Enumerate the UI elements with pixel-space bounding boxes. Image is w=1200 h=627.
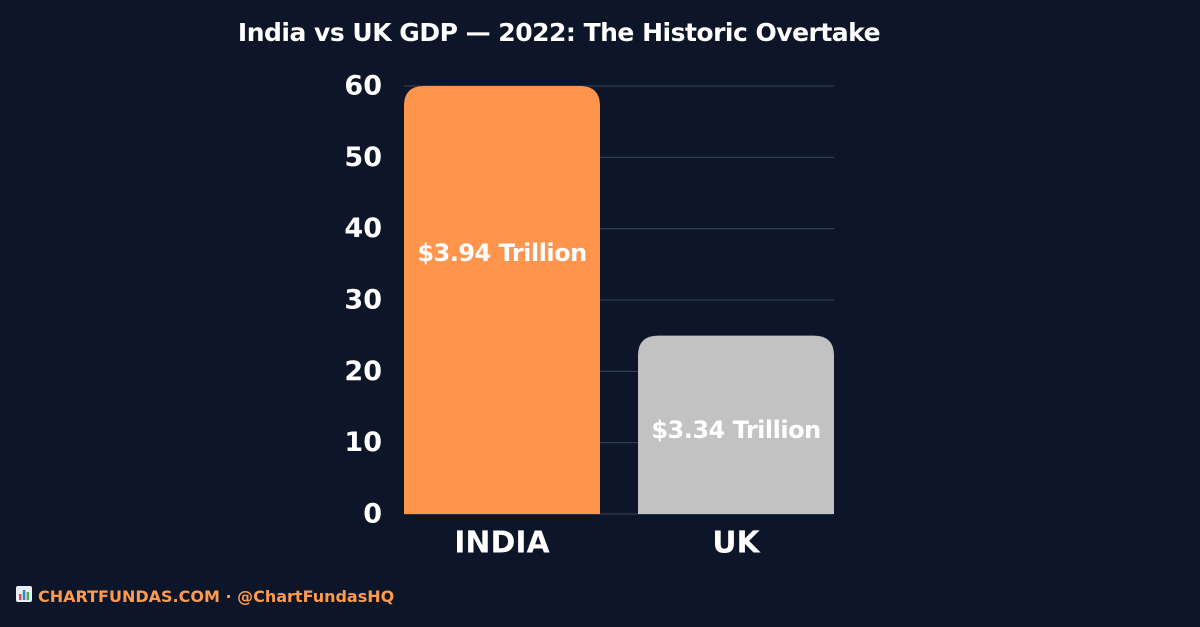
chart-title: India vs UK GDP — 2022: The Historic Ove… [237,18,881,47]
y-tick-label: 10 [344,427,382,458]
footer-credit: CHARTFUNDAS.COM · @ChartFundasHQ [16,586,394,606]
y-tick-label: 50 [344,142,382,173]
y-tick-label: 30 [344,285,382,316]
y-tick-label: 20 [344,356,382,387]
y-axis-ticks: 0 10 20 30 40 50 60 [344,71,382,530]
footer-text: CHARTFUNDAS.COM · @ChartFundasHQ [38,586,395,606]
bar-uk [638,335,834,514]
bar-chart-icon [16,586,32,606]
y-tick-label: 60 [344,71,382,102]
bars: $3.94 Trillion $3.34 Trillion [404,86,834,514]
bar-value-label: $3.34 Trillion [651,416,820,444]
bar-value-label: $3.94 Trillion [417,239,586,267]
y-tick-label: 40 [344,213,382,244]
x-tick-label: UK [712,526,761,561]
x-tick-label: INDIA [454,526,550,561]
bar-india [404,86,600,514]
y-tick-label: 0 [363,499,382,530]
x-axis-ticks: INDIA UK [454,526,761,561]
